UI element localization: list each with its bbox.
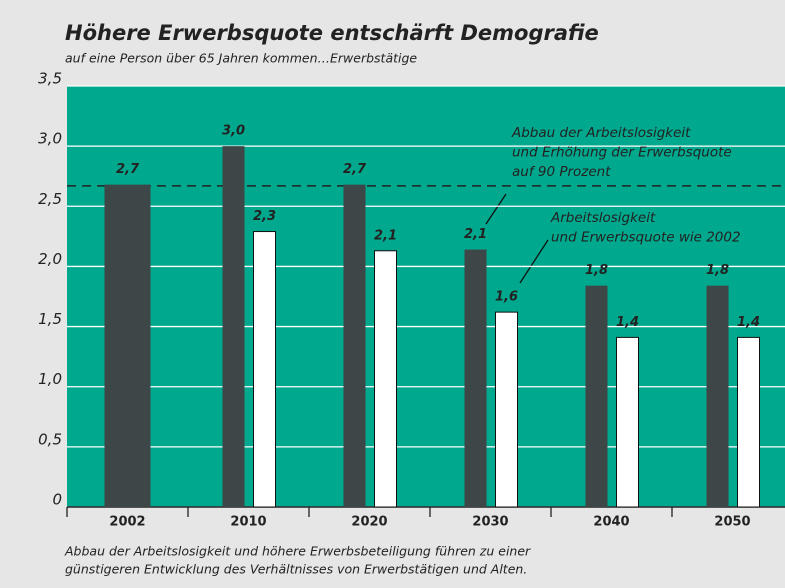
plot-area [67,86,785,507]
x-tick-label: 2002 [109,515,145,530]
x-tick-label: 2010 [230,515,266,530]
value-label: 2,7 [116,162,140,177]
bar [737,336,760,508]
y-tick-label: 3,5 [38,70,62,88]
bar [104,184,151,508]
value-label: 2,1 [374,228,397,243]
value-label: 1,4 [616,315,639,330]
bar [253,231,276,508]
annotation: Abbau der Arbeitslosigkeit [511,125,691,141]
x-tick-label: 2030 [472,515,508,530]
y-tick-label: 3,0 [38,130,62,148]
y-tick-label: 0,5 [38,430,62,448]
bar [616,336,639,508]
chart-title: Höhere Erwerbsquote entschärft Demografi… [65,21,599,45]
y-tick-label: 1,5 [38,310,62,328]
bar [222,146,245,507]
value-label: 3,0 [222,124,245,139]
value-label: 1,6 [495,290,518,305]
footnote: günstigeren Entwicklung des Verhältnisse… [65,562,527,577]
chart-subtitle: auf eine Person über 65 Jahren kommen…Er… [65,51,417,66]
y-tick-label: 2,0 [38,250,62,268]
annotation: und Erwerbsquote wie 2002 [551,230,741,246]
value-label: 2,7 [343,162,367,177]
bar [343,184,366,508]
x-tick-label: 2050 [714,515,750,530]
y-tick-label: 1,0 [38,370,62,388]
x-tick-label: 2040 [593,515,629,530]
leader-line [485,193,507,225]
bar [706,285,729,507]
value-label: 2,1 [464,227,487,242]
value-label: 1,8 [585,263,608,278]
leader-line [519,239,549,284]
bar [464,249,487,508]
value-label: 2,3 [253,209,276,224]
y-tick-label: 2,5 [38,190,62,208]
annotation: auf 90 Prozent [512,164,611,180]
value-label: 1,4 [737,315,760,330]
bar [495,311,518,508]
footnote: Abbau der Arbeitslosigkeit und höhere Er… [64,544,531,559]
annotation: und Erhöhung der Erwerbsquote [512,145,732,161]
y-tick-label: 0 [52,491,62,509]
bar [585,285,608,507]
x-tick-label: 2020 [351,515,387,530]
annotation: Arbeitslosigkeit [550,210,656,226]
value-label: 1,8 [706,263,729,278]
bar [374,250,397,508]
